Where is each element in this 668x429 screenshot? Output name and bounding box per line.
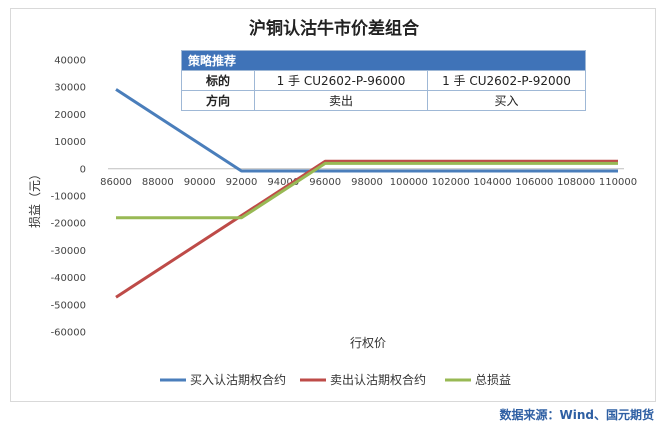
y-axis-ticks: 40000 30000 20000 10000 0 -10000 -20000 -30000 -… [51,56,86,339]
series-line-2 [115,159,618,299]
x-tick-label: 96000 [309,177,341,188]
y-tick-label: -20000 [51,219,86,230]
strategy-table-header: 策略推荐 [181,50,586,71]
x-axis-label: 行权价 [350,336,386,350]
y-tick-label: 10000 [54,137,86,148]
y-tick-label: -50000 [51,300,86,311]
y-tick-label: -60000 [51,328,86,339]
x-tick-label: 90000 [184,177,216,188]
x-tick-label: 94000 [267,177,299,188]
x-tick-label: 110000 [599,177,637,188]
row-label-underlying: 标的 [181,70,255,91]
table-row: 方向 卖出 买入 [181,90,586,111]
y-tick-label: 0 [80,164,86,175]
x-tick-label: 92000 [226,177,258,188]
x-tick-label: 88000 [142,177,174,188]
y-tick-label: -30000 [51,246,86,257]
source-note: 数据来源：Wind、国元期货 [499,408,654,422]
series-line-1 [115,88,618,173]
y-tick-label: 40000 [54,56,86,67]
y-axis-label: 损益（元） [28,168,42,228]
strategy-table: 策略推荐 标的 1 手 CU2602-P-96000 1 手 CU2602-P-… [181,50,586,111]
x-tick-label: 102000 [432,177,470,188]
y-tick-label: -10000 [51,192,86,203]
legend-label: 卖出认沽期权合约 [330,372,426,387]
series-layer [115,88,618,299]
y-tick-label: 20000 [54,110,86,121]
sell-direction-cell: 卖出 [254,90,428,111]
x-tick-label: 100000 [390,177,428,188]
x-tick-label: 106000 [515,177,553,188]
buy-direction-cell: 买入 [427,90,586,111]
series-line-3 [116,161,618,220]
x-tick-label: 104000 [473,177,511,188]
row-label-direction: 方向 [181,90,255,111]
y-tick-label: -40000 [51,273,86,284]
chart-title: 沪铜认沽牛市价差组合 [249,19,419,39]
x-tick-label: 98000 [351,177,383,188]
x-tick-label: 108000 [557,177,595,188]
x-axis-ticks: 86000 88000 90000 92000 94000 96000 98000 10000… [100,177,637,188]
sell-contract-cell: 1 手 CU2602-P-96000 [254,70,428,91]
legend-label: 买入认沽期权合约 [190,372,286,387]
table-row: 标的 1 手 CU2602-P-96000 1 手 CU2602-P-92000 [181,70,586,91]
buy-contract-cell: 1 手 CU2602-P-92000 [427,70,586,91]
legend: 买入认沽期权合约 卖出认沽期权合约 总损益 [160,372,511,387]
y-tick-label: 30000 [54,83,86,94]
x-tick-label: 86000 [100,177,132,188]
legend-label: 总损益 [475,373,511,387]
